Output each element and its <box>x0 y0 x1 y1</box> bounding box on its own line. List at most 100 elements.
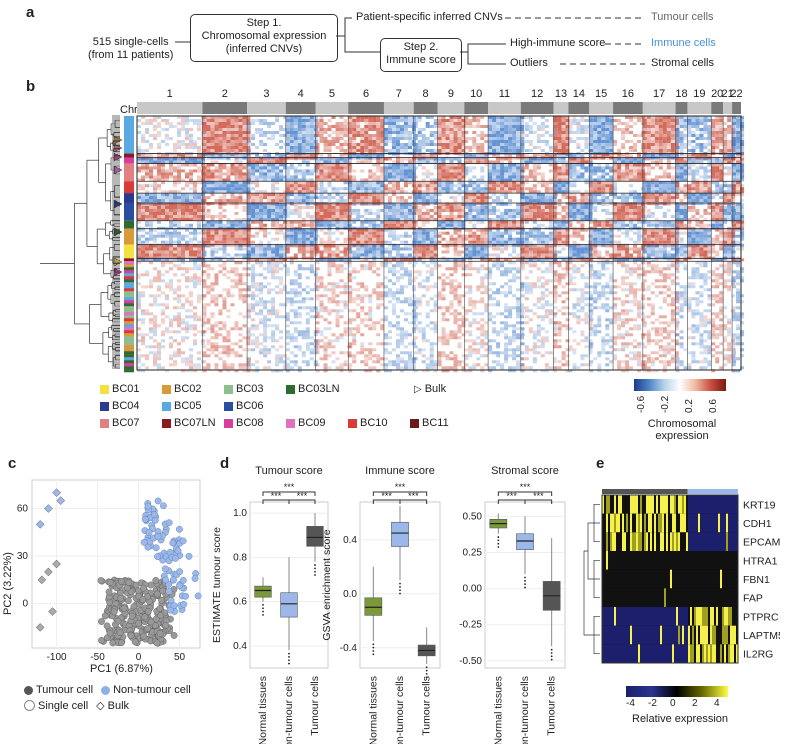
legend-text: BC10 <box>360 417 388 429</box>
heatmap-cells <box>137 116 745 373</box>
step1-box: Step 1. Chromosomal expression (inferred… <box>190 14 338 62</box>
stromal-cells-text: Stromal cells <box>651 57 714 69</box>
cnv-heatmap <box>40 102 745 373</box>
patient-strip <box>124 315 134 319</box>
bulk-diamond-icon: ◇ <box>96 700 105 712</box>
patient-strip <box>124 333 134 337</box>
patient-strip <box>124 357 134 361</box>
panel-e-label: e <box>596 455 605 472</box>
chr-label-1: 1 <box>166 88 173 100</box>
patient-strip <box>124 366 134 370</box>
patient-strip <box>124 297 134 301</box>
legend-nontumour: Non-tumour cell <box>101 684 191 696</box>
boxplot-title: Immune score <box>365 465 435 477</box>
legend-nontumour-text: Non-tumour cell <box>113 684 191 696</box>
patient-strip <box>124 273 134 277</box>
legend-bc07: BC07 <box>100 417 156 429</box>
gene-label-fbn1: FBN1 <box>743 574 770 586</box>
tumour-cells-text: Tumour cells <box>651 11 714 23</box>
patient-strip <box>124 360 134 364</box>
chr-bar-11 <box>488 102 521 114</box>
pca-scatter: -100 -50 0 50 0 30 60 <box>17 479 202 660</box>
patient-strip <box>124 345 134 349</box>
chr-bar-20 <box>711 102 724 114</box>
patient-strip <box>124 270 134 274</box>
chr-label-13: 13 <box>554 88 568 100</box>
chr-label-15: 15 <box>595 88 608 100</box>
chr-bar-14 <box>568 102 590 114</box>
expr-cb-tick: 4 <box>714 698 720 709</box>
patient-strip <box>124 244 134 259</box>
x-tick: 50 <box>174 652 186 660</box>
patient-strip <box>124 220 134 229</box>
cb-tick: 0.2 <box>684 399 695 413</box>
step2-title: Step 2. <box>403 41 439 53</box>
panel-c-label: c <box>8 455 17 472</box>
legend-bc09: BC09 <box>286 417 342 429</box>
swatch-icon <box>162 384 171 394</box>
y-tick: 1.0 <box>233 508 247 519</box>
legend-tumour: Tumour cell <box>24 684 93 696</box>
patient-strip <box>124 267 134 271</box>
chr-bar-21 <box>723 102 733 114</box>
step2-box: Step 2. Immune score <box>380 38 462 72</box>
tumour-dot-icon <box>24 685 33 695</box>
patient-strip <box>124 327 134 331</box>
chr-label-10: 10 <box>470 88 483 100</box>
legend-bc11: BC11 <box>410 417 466 429</box>
patient-strip <box>124 153 134 158</box>
chr-label-6: 6 <box>363 88 370 100</box>
sig-stars: *** <box>395 482 406 492</box>
swatch-icon <box>286 384 295 394</box>
y-tick: 0.0 <box>343 589 357 600</box>
bulk-legend-text: Bulk <box>424 383 447 395</box>
patient-strip <box>124 324 134 328</box>
box-2-1 <box>516 533 534 550</box>
patient-strip <box>124 282 134 286</box>
branch1-text: Patient-specific inferred CNVs <box>356 11 503 23</box>
legend-bc10: BC10 <box>348 417 404 429</box>
swatch-icon <box>348 418 357 428</box>
legend-bc03: BC03 <box>224 383 280 395</box>
legend-text: BC07 <box>112 417 140 429</box>
chr-label-21: 21 <box>721 88 734 100</box>
patient-strip <box>124 261 134 265</box>
bulk-triangle-icon: ▷ <box>414 383 422 395</box>
tumour-points <box>97 576 178 647</box>
legend-text: BC01 <box>112 383 140 395</box>
sig-stars: *** <box>297 491 308 501</box>
chr-label-4: 4 <box>297 88 304 100</box>
panel-d-label: d <box>220 455 230 472</box>
patient-strip <box>124 202 134 221</box>
legend-bc06: BC06 <box>224 400 280 412</box>
patient-strip <box>124 285 134 289</box>
patient-strip <box>124 181 134 194</box>
chr-label-19: 19 <box>693 88 706 100</box>
category-label: Non-tumour cells <box>519 676 531 744</box>
patient-strip <box>124 312 134 316</box>
swatch-icon <box>224 384 233 394</box>
gene-heatmap: KRT19 CDH1 EPCAM HTRA1 FBN1 FAP PTPRC LAPTM5 IL2… <box>583 489 780 664</box>
expr-cb-tick: 2 <box>692 698 698 709</box>
sig-stars: *** <box>381 491 392 501</box>
high-immune-text: High-immune score <box>510 37 606 49</box>
cnv-colorbar-title: Chromosomal expression <box>632 418 732 442</box>
x-tick: -50 <box>90 652 105 660</box>
chr-bar-18 <box>675 102 688 114</box>
gene-label-il2rg: IL2RG <box>743 649 773 661</box>
legend-text: BC04 <box>112 400 140 412</box>
sig-stars: *** <box>520 482 531 492</box>
chr-bar-12 <box>520 102 554 114</box>
chr-bar-22 <box>732 102 741 114</box>
chr-label-3: 3 <box>263 88 270 100</box>
swatch-icon <box>162 418 171 428</box>
patient-strip <box>124 342 134 346</box>
category-label: Normal tissues <box>492 676 504 744</box>
chr-bar-19 <box>687 102 712 114</box>
category-label: Normal tissues <box>367 676 379 744</box>
boxplot-ylabel: ESTIMATE tumour score <box>211 527 223 643</box>
legend-text: BC06 <box>236 400 264 412</box>
boxplot-ylabel: GSVA enrichment score <box>321 529 333 640</box>
box-1-0 <box>364 597 383 616</box>
sig-stars: *** <box>284 482 295 492</box>
